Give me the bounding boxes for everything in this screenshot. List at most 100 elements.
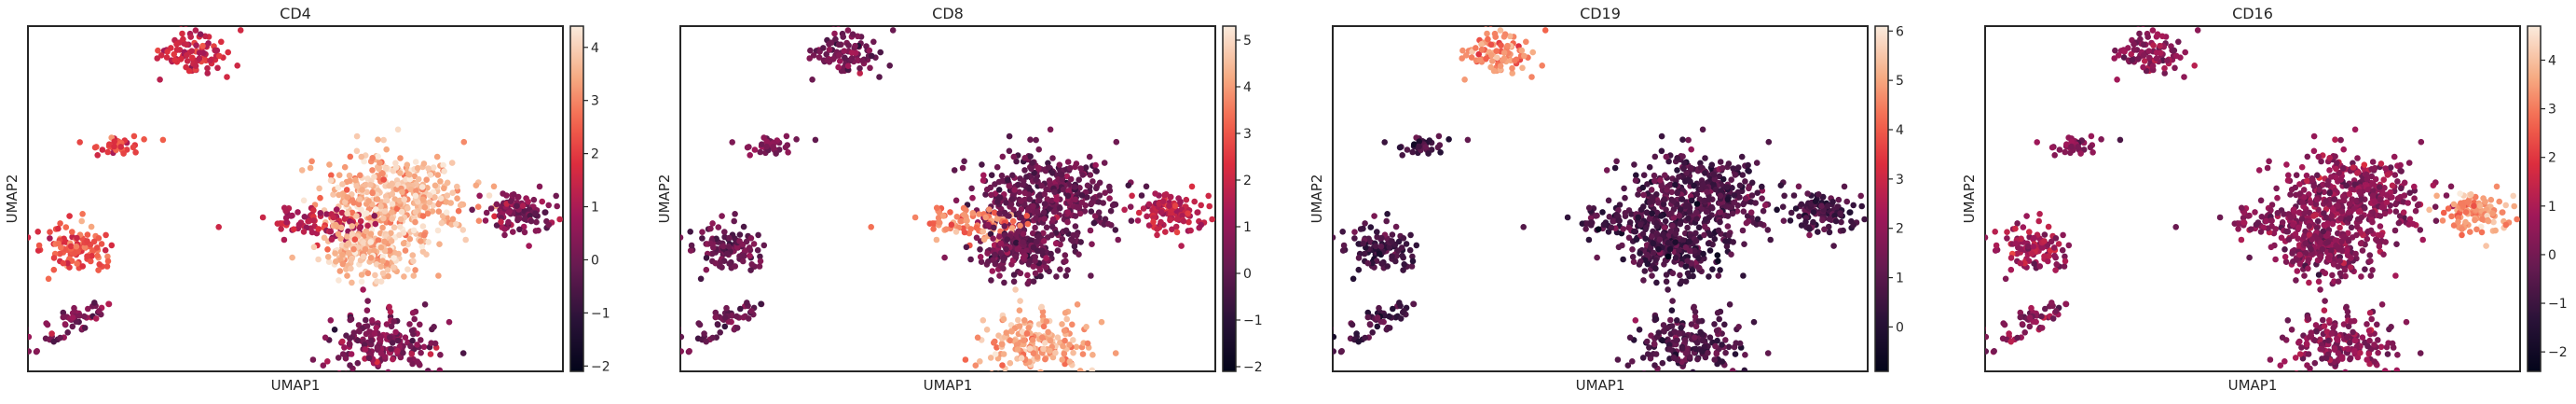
cell-point bbox=[2098, 136, 2104, 143]
cell-point bbox=[1033, 271, 1039, 277]
cell-point bbox=[1774, 207, 1780, 214]
cell-point bbox=[1386, 313, 1392, 320]
cell-point bbox=[349, 280, 355, 286]
cell-point bbox=[2419, 237, 2426, 244]
cell-point bbox=[1414, 243, 1420, 249]
cell-point bbox=[454, 184, 460, 190]
cell-point bbox=[1077, 165, 1084, 172]
cell-point bbox=[1827, 216, 1833, 223]
cell-point bbox=[390, 356, 396, 363]
cell-point bbox=[1074, 160, 1080, 167]
cell-point bbox=[2307, 223, 2313, 230]
cell-point bbox=[2339, 208, 2346, 215]
cell-point bbox=[2137, 36, 2144, 43]
cell-point bbox=[1647, 216, 1653, 222]
cell-point bbox=[1788, 217, 1794, 224]
cell-point bbox=[1000, 258, 1007, 264]
cell-point bbox=[1716, 228, 1722, 234]
cell-point bbox=[329, 236, 336, 243]
cell-point bbox=[2301, 272, 2308, 279]
cell-point bbox=[344, 272, 350, 279]
cell-point bbox=[1162, 229, 1169, 235]
cell-point bbox=[1806, 232, 1813, 239]
cell-point bbox=[867, 48, 873, 54]
cell-point bbox=[187, 34, 194, 40]
cell-point bbox=[432, 341, 439, 347]
cell-point bbox=[511, 191, 517, 198]
cell-point bbox=[1720, 176, 1727, 183]
cell-point bbox=[2336, 278, 2342, 285]
cell-point bbox=[1656, 329, 1663, 336]
cell-point bbox=[553, 193, 559, 200]
cell-point bbox=[1033, 137, 1039, 144]
cell-point bbox=[51, 255, 58, 261]
cell-point bbox=[352, 236, 359, 243]
cell-point bbox=[1678, 221, 1684, 228]
cell-point bbox=[2004, 229, 2010, 235]
plot-area bbox=[680, 26, 1215, 371]
cell-point bbox=[2287, 215, 2294, 221]
cell-point bbox=[2050, 315, 2057, 322]
cell-point bbox=[2062, 149, 2068, 156]
cell-point bbox=[984, 250, 991, 257]
cell-point bbox=[2075, 144, 2081, 150]
cell-point bbox=[1641, 172, 1648, 178]
cell-point bbox=[1404, 241, 1410, 247]
cell-point bbox=[1085, 183, 1091, 189]
cell-point bbox=[234, 63, 240, 69]
cell-point bbox=[1023, 388, 1030, 395]
cell-point bbox=[1399, 253, 1405, 259]
cell-point bbox=[1110, 202, 1117, 209]
cell-point bbox=[2380, 251, 2387, 258]
cell-point bbox=[363, 210, 370, 216]
cell-point bbox=[2268, 244, 2275, 251]
cell-point bbox=[411, 316, 418, 323]
cell-point bbox=[456, 208, 462, 215]
cell-point bbox=[376, 237, 382, 244]
cell-point bbox=[1821, 227, 1828, 233]
colorbar-tick-label: 1 bbox=[1896, 272, 1904, 286]
cell-point bbox=[399, 189, 405, 196]
cell-point bbox=[1667, 246, 1674, 253]
cell-point bbox=[717, 329, 723, 336]
cell-point bbox=[1390, 231, 1396, 238]
cell-point bbox=[1042, 356, 1048, 363]
cell-point bbox=[441, 168, 447, 174]
cell-point bbox=[1129, 217, 1135, 224]
cell-point bbox=[1088, 202, 1094, 208]
cell-point bbox=[2392, 272, 2399, 279]
cell-point bbox=[770, 144, 776, 150]
cell-point bbox=[1024, 272, 1031, 279]
cell-point bbox=[977, 358, 983, 365]
cell-point bbox=[1759, 184, 1765, 190]
cell-point bbox=[2321, 229, 2327, 235]
cell-point bbox=[1066, 341, 1073, 348]
cell-point bbox=[1059, 321, 1065, 327]
cell-point bbox=[2037, 263, 2044, 270]
cell-point bbox=[1693, 209, 1700, 216]
cell-point bbox=[105, 258, 112, 265]
cell-point bbox=[2370, 209, 2377, 216]
cell-point bbox=[996, 187, 1003, 193]
cell-point bbox=[1027, 153, 1034, 160]
cell-point bbox=[709, 335, 716, 341]
cell-point bbox=[395, 338, 402, 344]
cell-point bbox=[2384, 192, 2391, 199]
cell-point bbox=[890, 27, 897, 34]
cell-point bbox=[46, 276, 52, 283]
cell-point bbox=[2136, 31, 2143, 37]
cell-point bbox=[368, 255, 375, 261]
cell-point bbox=[1620, 257, 1626, 263]
cell-point bbox=[2116, 52, 2122, 59]
cell-point bbox=[412, 219, 418, 226]
cell-point bbox=[1024, 213, 1031, 219]
cell-point bbox=[197, 49, 203, 56]
cell-point bbox=[1049, 155, 1056, 161]
cell-point bbox=[1711, 172, 1718, 178]
cell-point bbox=[366, 355, 373, 362]
cell-point bbox=[47, 229, 53, 235]
cell-point bbox=[216, 53, 223, 60]
cell-point bbox=[437, 178, 444, 185]
cell-point bbox=[2028, 305, 2035, 312]
